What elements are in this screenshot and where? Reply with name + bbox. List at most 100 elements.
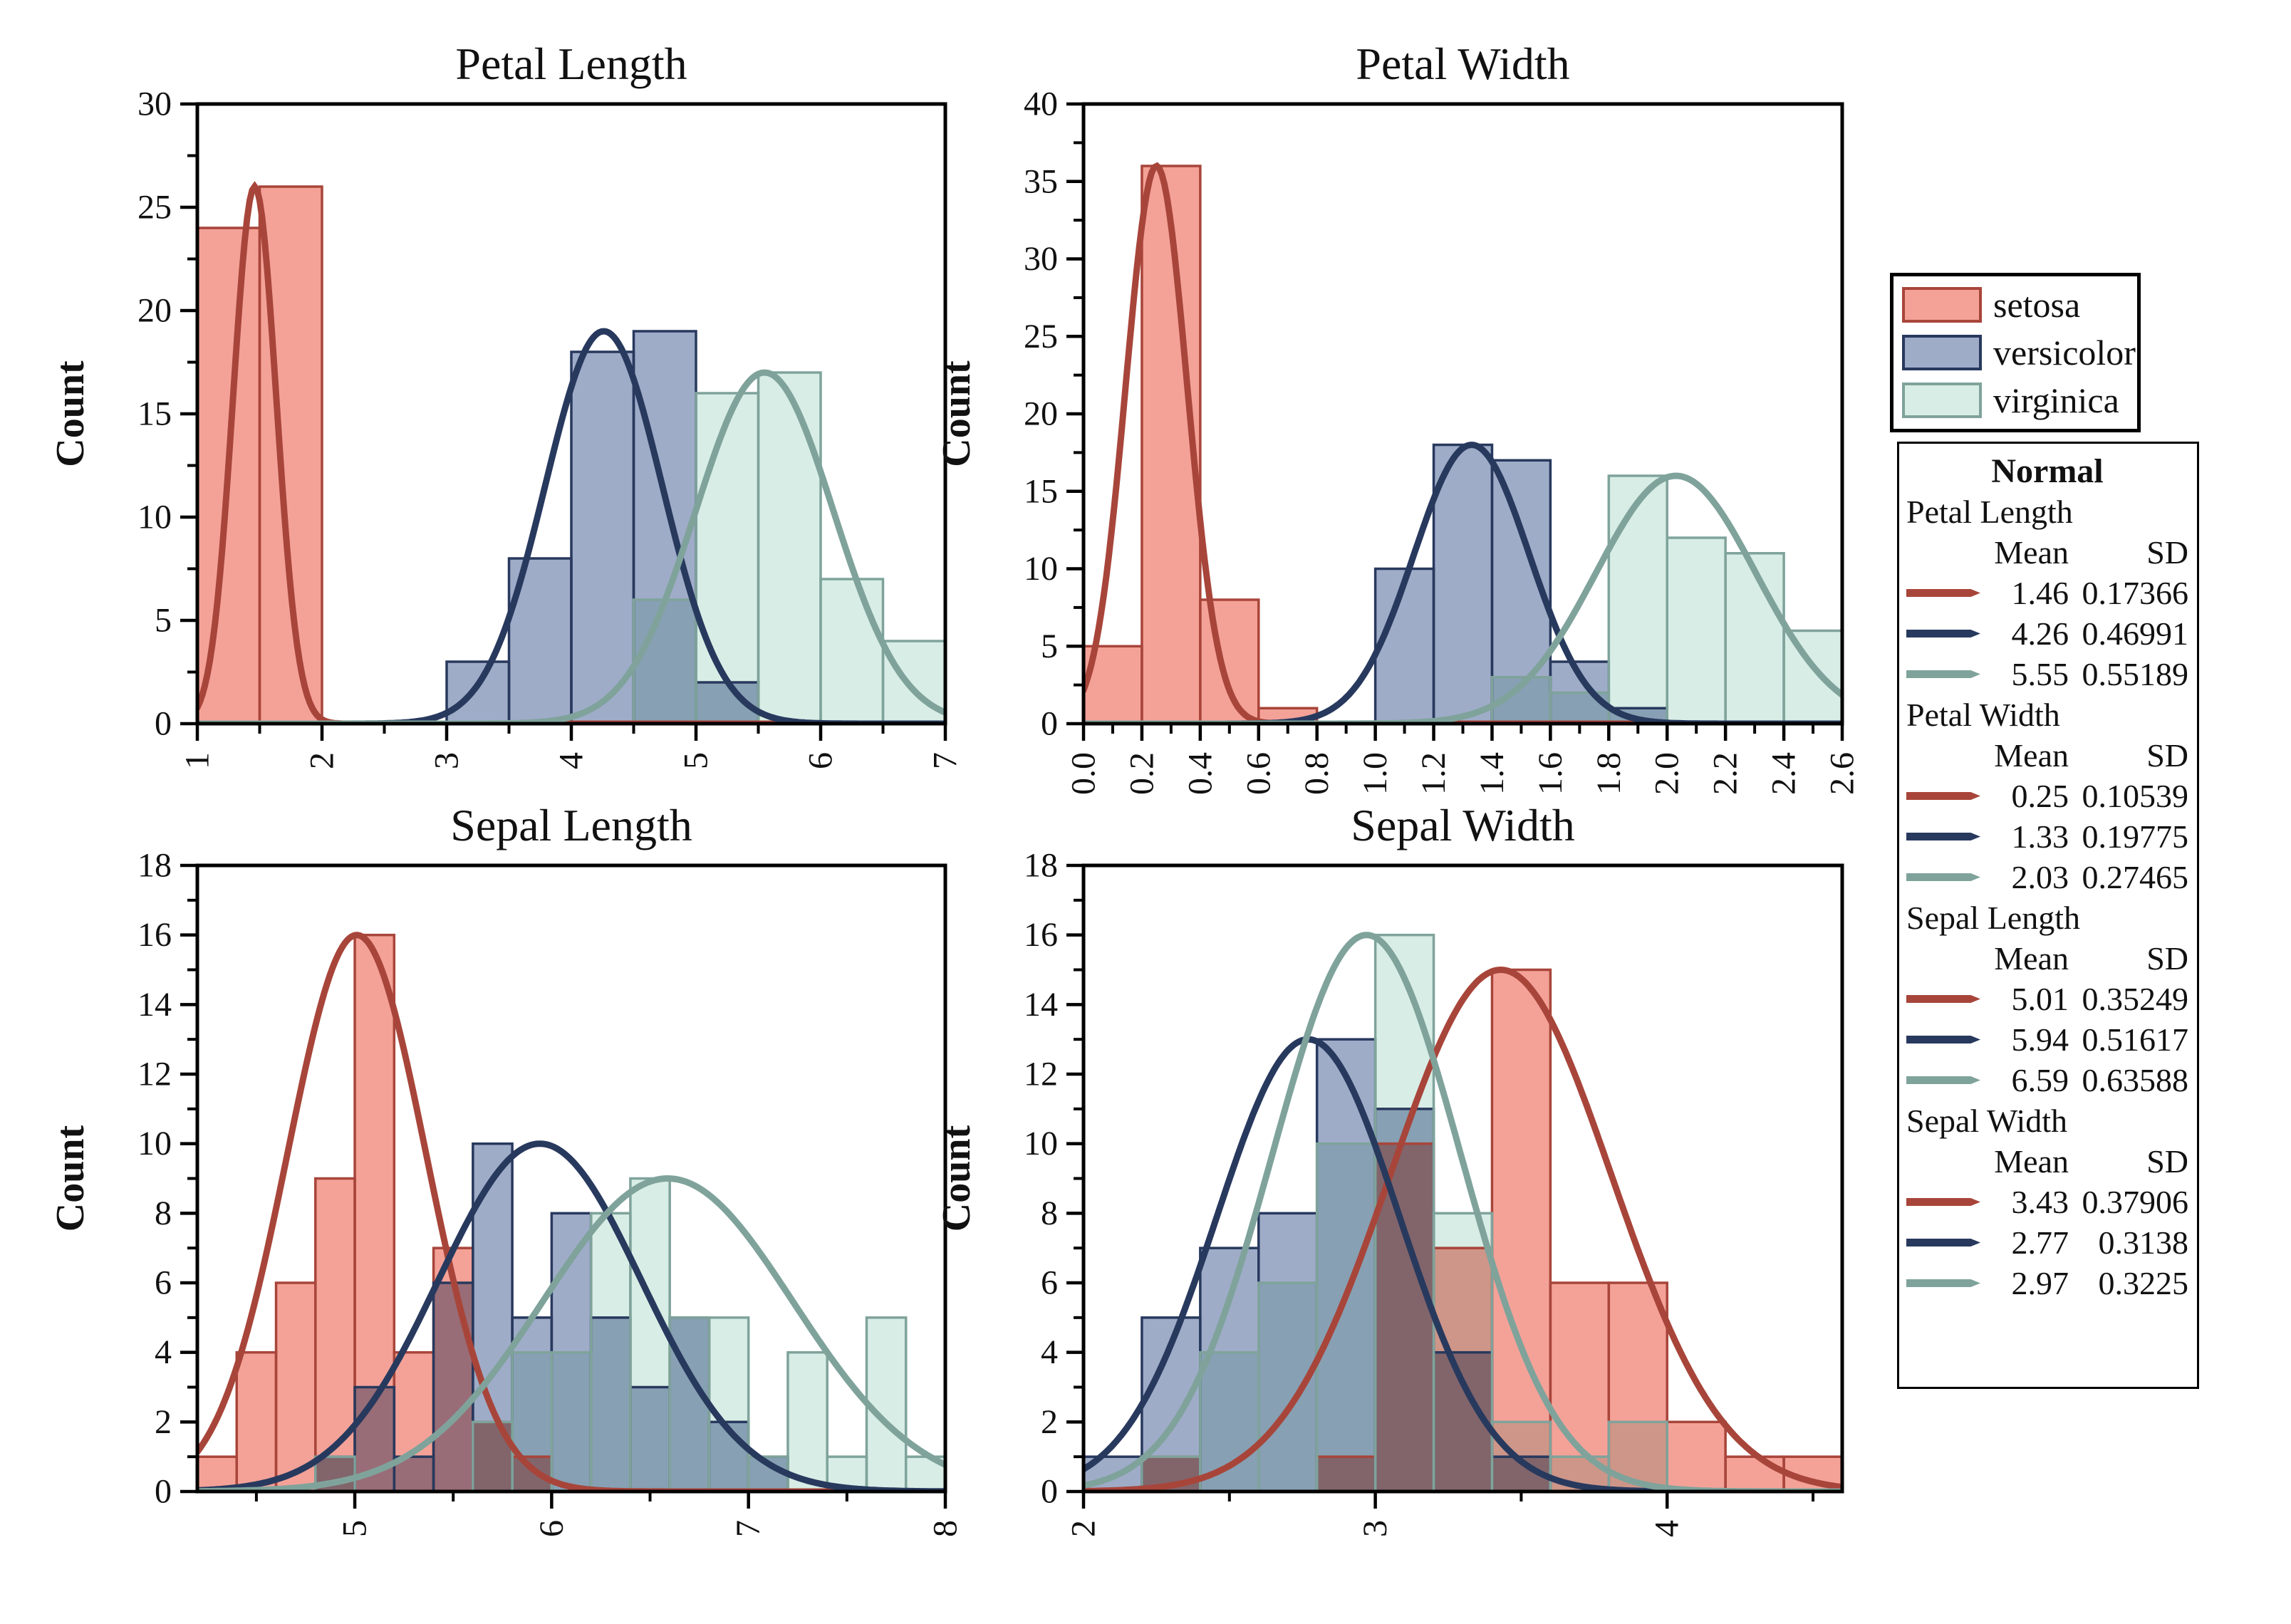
- stats-row-petal-length-setosa: 1.46 0.17366: [1906, 573, 2188, 613]
- x-tick-label: 1.6: [1532, 752, 1569, 795]
- hist-bar-versicolor: [433, 1283, 473, 1492]
- y-tick-label: 10: [1024, 550, 1058, 588]
- x-tick-label: 3: [428, 752, 466, 769]
- legend-item-versicolor: versicolor: [1902, 333, 2136, 373]
- stats-mean-value: 1.33: [2011, 818, 2069, 855]
- y-tick-label: 18: [137, 847, 172, 885]
- subplot-petal-width: 0.0 0.2 0.4 0.6 0.8 1.0 1.2 1.4 1.6 1.8 2.0 2.2 2.4 2…: [935, 38, 1861, 795]
- hist-bar-virginica: [633, 600, 696, 724]
- stats-mean-value: 2.77: [2011, 1224, 2069, 1261]
- y-tick-label: 25: [1024, 318, 1058, 355]
- hist-bar-virginica: [1316, 1143, 1376, 1492]
- stats-row-sepal-length-setosa: 5.01 0.35249: [1906, 979, 2188, 1019]
- y-axis-label: Count: [935, 360, 979, 467]
- stats-title: Normal: [1991, 452, 2104, 490]
- hist-bar-versicolor: [1433, 444, 1492, 724]
- species-legend: setosa versicolor virginica: [1890, 273, 2141, 432]
- x-tick-label: 5: [336, 1520, 374, 1537]
- stats-line-swatch-versicolor: [1906, 1239, 1980, 1246]
- x-tick-label: 0.0: [1065, 752, 1103, 795]
- stats-row-sepal-length-virginica: 6.59 0.63588: [1906, 1060, 2188, 1100]
- normal-curve-setosa: [1084, 966, 1842, 1492]
- bars-fill-virginica: [1492, 476, 1842, 724]
- x-tick-label: 4: [1648, 1520, 1686, 1537]
- stats-sd-value: 0.63588: [2082, 1062, 2189, 1098]
- stats-sd-value: 0.37906: [2082, 1184, 2189, 1220]
- y-tick-label: 2: [155, 1403, 172, 1441]
- hist-bar-virginica: [630, 1178, 670, 1492]
- y-tick-label: 15: [137, 395, 172, 433]
- normal-curve-versicolor: [1084, 1036, 1842, 1492]
- y-tick-label: 8: [1041, 1194, 1058, 1232]
- legend-swatch-versicolor: [1902, 335, 1982, 370]
- stats-mean-value: 0.25: [2011, 778, 2069, 814]
- hist-bar-virginica: [696, 393, 759, 724]
- stats-sd-value: 0.51617: [2082, 1021, 2189, 1058]
- hist-bar-setosa: [1725, 1457, 1785, 1492]
- y-tick-label: 6: [1041, 1264, 1058, 1302]
- stats-mean-value: 4.26: [2011, 615, 2069, 652]
- stats-line-swatch-setosa: [1906, 995, 1980, 1003]
- x-tick-label: 1: [179, 752, 217, 769]
- hist-bar-virginica: [1667, 538, 1726, 724]
- hist-bar-setosa: [1200, 600, 1259, 724]
- y-tick-label: 30: [137, 85, 172, 123]
- stats-line-swatch-setosa: [1906, 589, 1980, 597]
- y-tick-label: 20: [137, 292, 172, 330]
- bars-edge-setosa: [197, 185, 323, 724]
- hist-bar-versicolor: [571, 352, 634, 724]
- stats-line-swatch-setosa: [1906, 1198, 1980, 1206]
- legend-label-setosa: setosa: [1993, 285, 2081, 325]
- stats-line-swatch-virginica: [1906, 873, 1980, 881]
- stats-row-petal-width-setosa: 0.25 0.10539: [1906, 776, 2188, 816]
- stats-col-sd: SD: [2146, 940, 2188, 977]
- stats-line-swatch-virginica: [1906, 1076, 1980, 1084]
- stats-row-sepal-width-setosa: 3.43 0.37906: [1906, 1182, 2188, 1222]
- stats-mean-value: 1.46: [2011, 575, 2069, 611]
- x-tick-label: 2.2: [1707, 752, 1745, 795]
- hist-bar-virginica: [758, 373, 821, 724]
- x-tick-label: 1.0: [1356, 752, 1394, 795]
- bars-fill-virginica: [315, 1178, 945, 1492]
- y-tick-label: 35: [1024, 162, 1058, 200]
- stats-body: Petal Length Mean SD 1.46 0.17366 4.26 0.46991…: [1906, 491, 2188, 1303]
- hist-bar-virginica: [591, 1213, 630, 1492]
- y-tick-label: 12: [1024, 1056, 1058, 1093]
- y-tick-label: 0: [1041, 705, 1058, 743]
- y-tick-label: 2: [1041, 1403, 1058, 1441]
- stats-line-swatch-setosa: [1906, 792, 1980, 800]
- stats-section-label-petal-length: Petal Length: [1906, 494, 2073, 530]
- y-tick-label: 12: [137, 1056, 172, 1093]
- x-tick-label: 0.8: [1298, 752, 1336, 795]
- subplot-title-petal-width: Petal Width: [1356, 38, 1569, 89]
- hist-bar-virginica: [787, 1352, 828, 1492]
- stats-mean-value: 2.97: [2011, 1265, 2069, 1301]
- hist-bar-setosa: [1667, 1422, 1726, 1492]
- subplot-title-sepal-length: Sepal Length: [450, 800, 692, 850]
- legend-item-virginica: virginica: [1902, 380, 2129, 420]
- stats-sd-value: 0.3138: [2098, 1224, 2189, 1261]
- y-axis-label: Count: [48, 360, 93, 467]
- y-tick-label: 0: [155, 1473, 172, 1511]
- y-tick-label: 14: [137, 986, 172, 1024]
- stats-col-mean: Mean: [1994, 737, 2069, 774]
- stats-row-petal-width-virginica: 2.03 0.27465: [1906, 857, 2188, 897]
- stats-sd-value: 0.35249: [2082, 981, 2189, 1017]
- normal-curve-versicolor: [197, 1140, 945, 1492]
- stats-col-sd: SD: [2146, 534, 2188, 571]
- y-tick-label: 25: [137, 189, 172, 227]
- hist-bar-virginica: [821, 579, 883, 724]
- x-tick-label: 0.6: [1240, 752, 1277, 795]
- y-tick-label: 20: [1024, 395, 1058, 433]
- stats-line-swatch-versicolor: [1906, 1036, 1980, 1043]
- x-tick-label: 3: [1356, 1520, 1394, 1537]
- stats-row-sepal-width-versicolor: 2.77 0.3138: [1906, 1222, 2188, 1263]
- y-tick-label: 5: [155, 602, 172, 640]
- stats-col-mean: Mean: [1994, 1143, 2069, 1180]
- stats-row-sepal-length-versicolor: 5.94 0.51617: [1906, 1019, 2188, 1060]
- stats-sd-value: 0.27465: [2082, 859, 2189, 895]
- legend-label-versicolor: versicolor: [1993, 333, 2136, 373]
- y-tick-label: 0: [1041, 1473, 1058, 1511]
